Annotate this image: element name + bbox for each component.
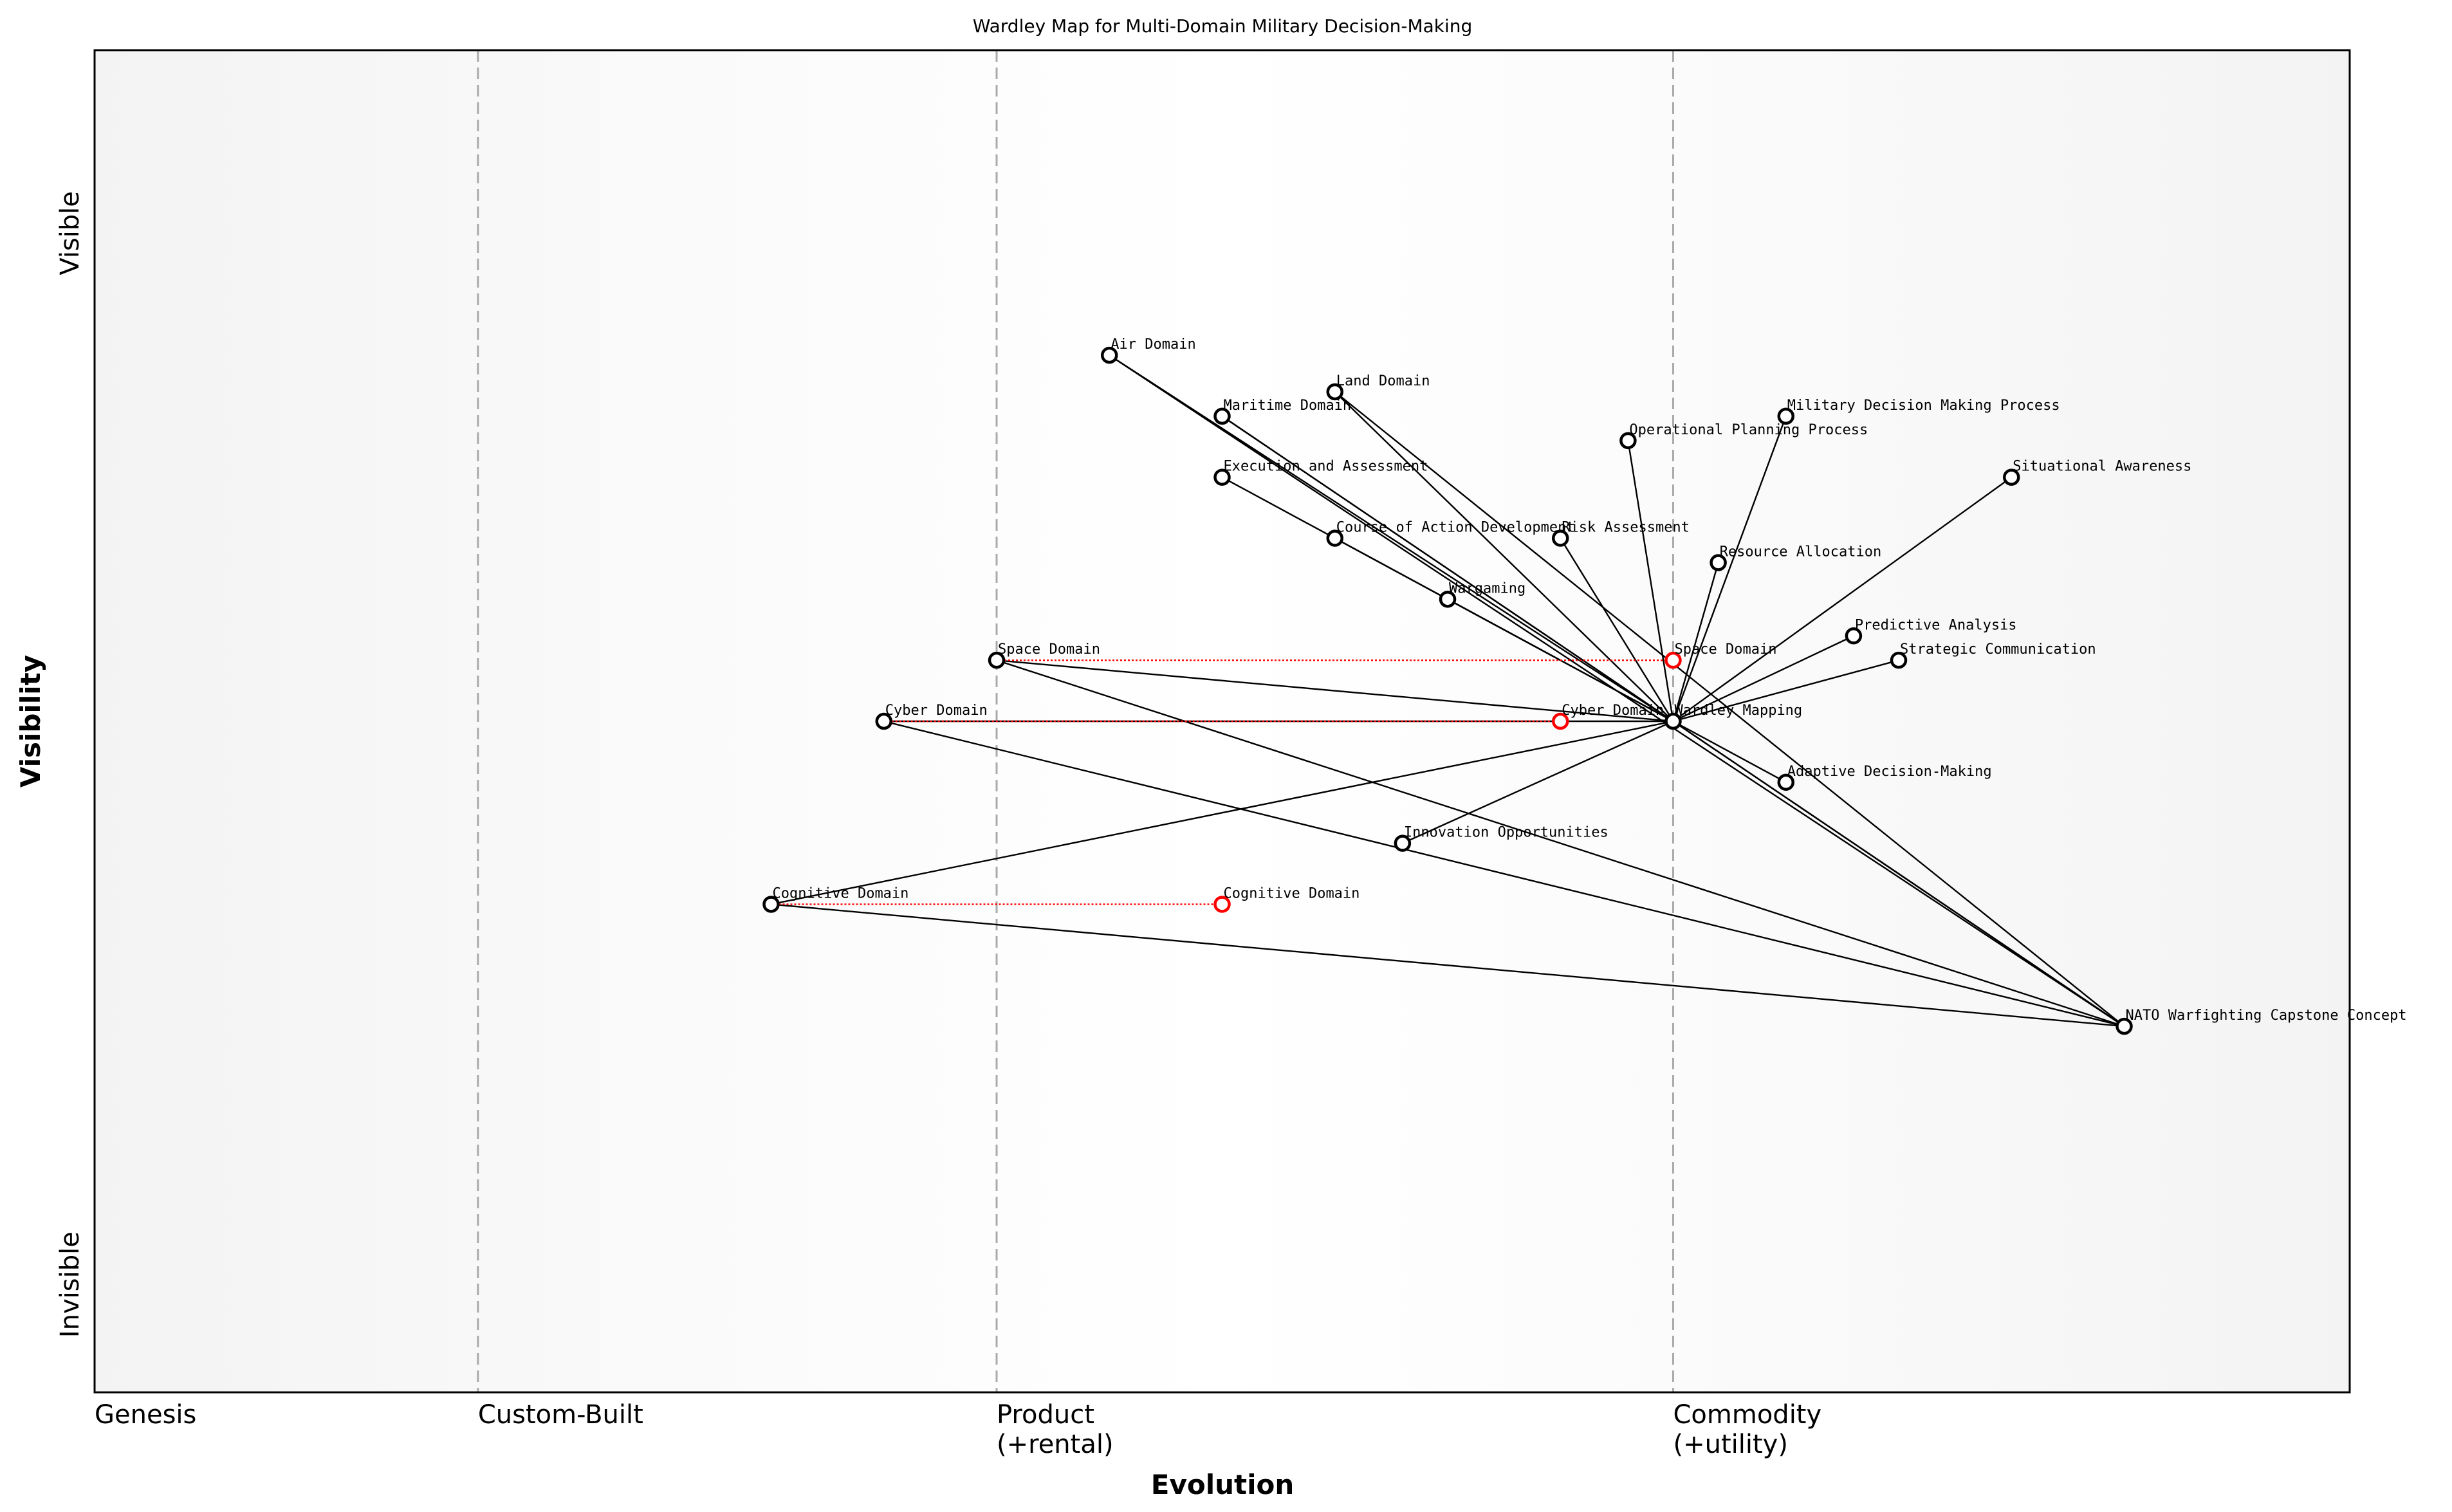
- component-node-label: Strategic Communication: [1900, 641, 2096, 658]
- dependency-link: [1560, 537, 1674, 722]
- component-node[interactable]: [1777, 773, 1794, 791]
- component-node-label: Cyber Domain: [885, 703, 988, 719]
- plot-frame: [93, 49, 2351, 1394]
- component-node[interactable]: [1213, 407, 1231, 425]
- chart-title: Wardley Map for Multi-Domain Military De…: [973, 15, 1473, 37]
- component-node-label: Predictive Analysis: [1855, 617, 2017, 633]
- component-node[interactable]: [1101, 346, 1118, 364]
- component-node-label: Resource Allocation: [1720, 544, 1882, 560]
- dependency-link: [883, 720, 2125, 1028]
- dependency-link: [1109, 355, 2125, 1028]
- component-node-label: Space Domain: [998, 641, 1100, 658]
- component-node-label: Land Domain: [1336, 373, 1430, 389]
- component-node[interactable]: [1710, 554, 1727, 571]
- evolved-component-node-label: Space Domain: [1675, 641, 1777, 658]
- component-node[interactable]: [1439, 591, 1457, 608]
- component-node-label: Situational Awareness: [2013, 459, 2191, 475]
- component-node-label: Risk Assessment: [1562, 520, 1690, 536]
- component-node-label: Execution and Assessment: [1224, 459, 1428, 475]
- component-node[interactable]: [1890, 651, 1908, 669]
- component-node-label: NATO Warfighting Capstone Concept: [2126, 1008, 2407, 1024]
- x-tick-label: Genesis: [95, 1400, 196, 1430]
- component-node[interactable]: [988, 651, 1006, 669]
- component-node[interactable]: [875, 712, 892, 730]
- dependency-link: [1672, 635, 1854, 723]
- component-node-label: Air Domain: [1111, 337, 1195, 353]
- y-axis-label: Visibility: [15, 655, 46, 788]
- evolved-component-node-label: Cognitive Domain: [1224, 885, 1360, 901]
- component-node-label: Cognitive Domain: [773, 885, 909, 901]
- component-node[interactable]: [2116, 1017, 2133, 1035]
- dependency-link: [1334, 391, 1674, 722]
- dependency-link: [1672, 720, 1787, 783]
- x-tick-label: Custom-Built: [478, 1400, 643, 1430]
- component-node-label: Wardley Mapping: [1675, 703, 1803, 719]
- evolved-component-node[interactable]: [1664, 651, 1682, 669]
- evolved-component-node[interactable]: [1213, 896, 1231, 913]
- dependency-link: [1672, 562, 1719, 722]
- component-node[interactable]: [1845, 627, 1863, 645]
- dependency-link: [996, 659, 2125, 1028]
- dependency-link: [771, 720, 1673, 905]
- dependency-link: [1672, 416, 1787, 722]
- component-node-label: Wargaming: [1449, 580, 1526, 596]
- component-node-label: Military Decision Making Process: [1787, 398, 2060, 414]
- dependency-link: [1673, 659, 1899, 723]
- x-tick-label: Product (+rental): [997, 1400, 1114, 1459]
- component-node[interactable]: [1326, 530, 1343, 547]
- dependency-link: [1334, 391, 2125, 1028]
- component-node[interactable]: [1552, 530, 1569, 547]
- component-node[interactable]: [1619, 432, 1637, 450]
- dependency-link: [1672, 476, 2012, 722]
- component-node[interactable]: [1664, 712, 1682, 730]
- component-node-label: Adaptive Decision-Making: [1787, 764, 1992, 780]
- x-tick-label: Commodity (+utility): [1673, 1400, 1822, 1459]
- component-node-label: Operational Planning Process: [1629, 422, 1868, 438]
- evolved-component-node[interactable]: [1552, 712, 1569, 730]
- component-node[interactable]: [1326, 383, 1343, 401]
- dependency-link: [996, 659, 1673, 723]
- component-node-label: Maritime Domain: [1224, 398, 1352, 414]
- evolved-component-node-label: Cyber Domain: [1562, 703, 1664, 719]
- component-node-label: Course of Action Development: [1336, 520, 1575, 536]
- y-tick-label: Invisible: [55, 1231, 85, 1338]
- component-node[interactable]: [2003, 468, 2020, 486]
- component-node[interactable]: [1394, 834, 1412, 852]
- component-node-label: Innovation Opportunities: [1404, 825, 1609, 841]
- y-tick-label: Visible: [55, 191, 85, 275]
- component-node[interactable]: [1777, 407, 1794, 425]
- x-axis-label: Evolution: [1151, 1469, 1294, 1500]
- component-node[interactable]: [1213, 468, 1231, 486]
- dependency-link: [771, 903, 2125, 1028]
- component-node[interactable]: [762, 896, 780, 913]
- dependency-link: [1402, 720, 1673, 844]
- dependency-link: [1109, 355, 1674, 723]
- dependency-link: [1627, 440, 1674, 722]
